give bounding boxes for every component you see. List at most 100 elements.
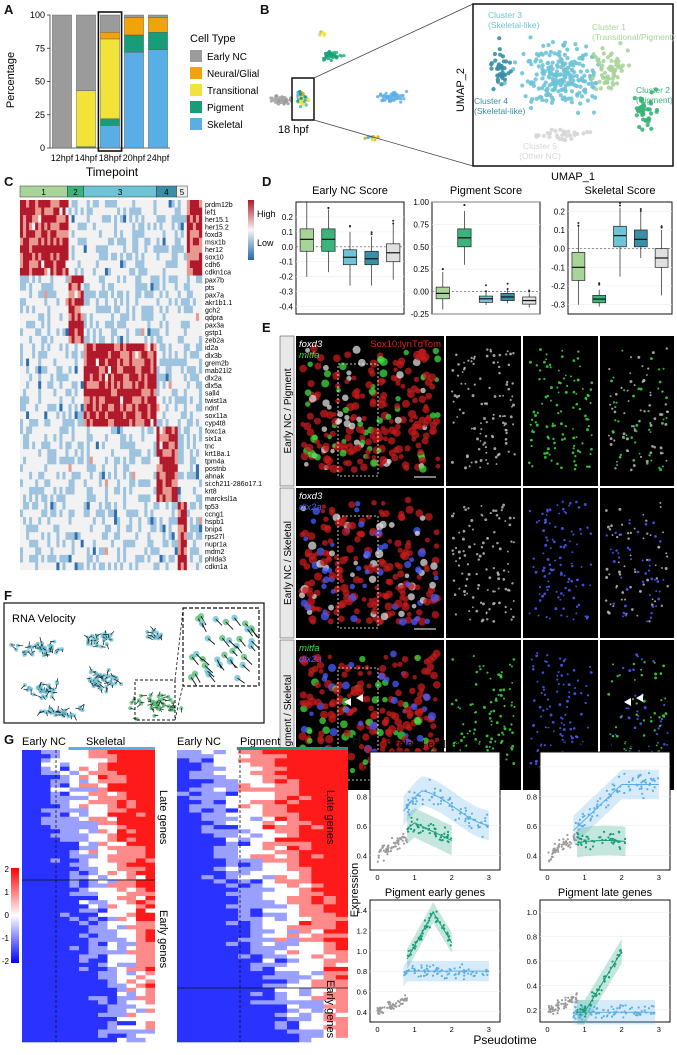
- c-heat-cell: [193, 291, 196, 299]
- e-signal-dot: [614, 406, 616, 408]
- c-heat-cell: [123, 389, 126, 397]
- c-gene-label: six1a: [205, 436, 221, 443]
- e-signal-dot: [536, 364, 538, 366]
- c-heat-cell: [102, 532, 105, 540]
- c-heat-cell: [138, 208, 141, 216]
- c-heat-cell: [38, 223, 41, 231]
- e-signal-dot: [305, 389, 312, 396]
- c-heat-cell: [178, 494, 181, 502]
- b-umap-point: [544, 51, 548, 55]
- e-signal-dot: [468, 525, 470, 527]
- c-heat-cell: [66, 306, 69, 314]
- c-heat-cell: [23, 555, 26, 563]
- c-heat-cell: [144, 283, 147, 291]
- c-heat-cell: [32, 411, 35, 419]
- c-heat-cell: [147, 351, 150, 359]
- c-heat-cell: [163, 245, 166, 253]
- c-heat-cell: [147, 502, 150, 510]
- c-heat-cell: [199, 540, 202, 548]
- c-heat-cell: [178, 230, 181, 238]
- c-heat-cell: [44, 434, 47, 442]
- c-heat-cell: [78, 427, 81, 435]
- b-umap-point: [542, 134, 546, 138]
- c-heat-cell: [153, 562, 156, 570]
- c-heat-cell: [108, 472, 111, 480]
- c-heat-cell: [169, 472, 172, 480]
- c-heat-cell: [166, 366, 169, 374]
- c-heat-cell: [160, 389, 163, 397]
- b-umap-point: [599, 67, 603, 71]
- c-heat-cell: [135, 215, 138, 223]
- e-signal-dot: [550, 547, 552, 549]
- c-heat-cell: [87, 449, 90, 457]
- c-heat-cell: [90, 389, 93, 397]
- c-heat-cell: [138, 260, 141, 268]
- c-heat-cell: [44, 366, 47, 374]
- c-heat-cell: [105, 411, 108, 419]
- c-heat-cell: [129, 306, 132, 314]
- e-signal-dot: [406, 506, 414, 514]
- c-heat-cell: [50, 291, 53, 299]
- e-signal-dot: [379, 358, 387, 366]
- c-heat-cell: [99, 389, 102, 397]
- c-heat-cell: [44, 381, 47, 389]
- e-signal-dot: [360, 393, 365, 398]
- c-heat-cell: [81, 359, 84, 367]
- c-heat-cell: [114, 389, 117, 397]
- c-heat-cell: [144, 389, 147, 397]
- c-heat-cell: [172, 562, 175, 570]
- c-heat-cell: [153, 396, 156, 404]
- c-heat-cell: [129, 449, 132, 457]
- e-signal-dot: [478, 558, 480, 560]
- e-signal-dot: [511, 619, 513, 621]
- c-heat-cell: [44, 328, 47, 336]
- c-heat-cell: [69, 200, 72, 208]
- c-heat-cell: [78, 502, 81, 510]
- b-cluster-label: Cluster 5: [523, 141, 557, 151]
- c-heat-cell: [47, 457, 50, 465]
- c-heat-cell: [93, 313, 96, 321]
- c-heat-cell: [126, 245, 129, 253]
- c-heat-cell: [69, 260, 72, 268]
- c-heat-cell: [35, 487, 38, 495]
- c-heat-cell: [150, 328, 153, 336]
- e-signal-dot: [458, 550, 461, 553]
- c-heat-cell: [96, 427, 99, 435]
- c-heat-cell: [135, 449, 138, 457]
- e-signal-dot: [510, 608, 512, 610]
- c-heat-cell: [44, 298, 47, 306]
- c-heat-cell: [72, 404, 75, 412]
- e-signal-dot: [543, 361, 546, 364]
- c-heat-cell: [126, 457, 129, 465]
- c-heat-cell: [96, 517, 99, 525]
- e-signal-dot: [398, 358, 405, 365]
- c-heat-cell: [69, 427, 72, 435]
- c-heat-cell: [62, 359, 65, 367]
- c-heat-cell: [141, 479, 144, 487]
- e-signal-dot: [581, 442, 583, 444]
- c-heat-cell: [120, 525, 123, 533]
- e-signal-dot: [304, 462, 309, 467]
- c-heat-cell: [84, 396, 87, 404]
- c-heat-cell: [81, 351, 84, 359]
- c-heat-cell: [166, 260, 169, 268]
- e-signal-dot: [434, 355, 441, 362]
- c-heat-cell: [53, 359, 56, 367]
- c-heat-cell: [190, 381, 193, 389]
- e-signal-dot: [393, 447, 399, 453]
- c-heat-cell: [59, 449, 62, 457]
- c-heat-cell: [87, 525, 90, 533]
- c-heat-cell: [157, 396, 160, 404]
- c-heat-cell: [163, 351, 166, 359]
- c-gene-label: twist1a: [205, 398, 227, 405]
- c-heat-cell: [41, 276, 44, 284]
- e-signal-dot: [665, 417, 667, 419]
- c-heat-cell: [123, 434, 126, 442]
- c-heat-cell: [153, 260, 156, 268]
- c-heat-cell: [123, 268, 126, 276]
- c-gene-label: her12: [205, 247, 223, 254]
- c-heat-cell: [187, 245, 190, 253]
- c-gene-label: dlx2a: [205, 375, 222, 382]
- b-small-point: [396, 95, 399, 98]
- c-heat-cell: [32, 547, 35, 555]
